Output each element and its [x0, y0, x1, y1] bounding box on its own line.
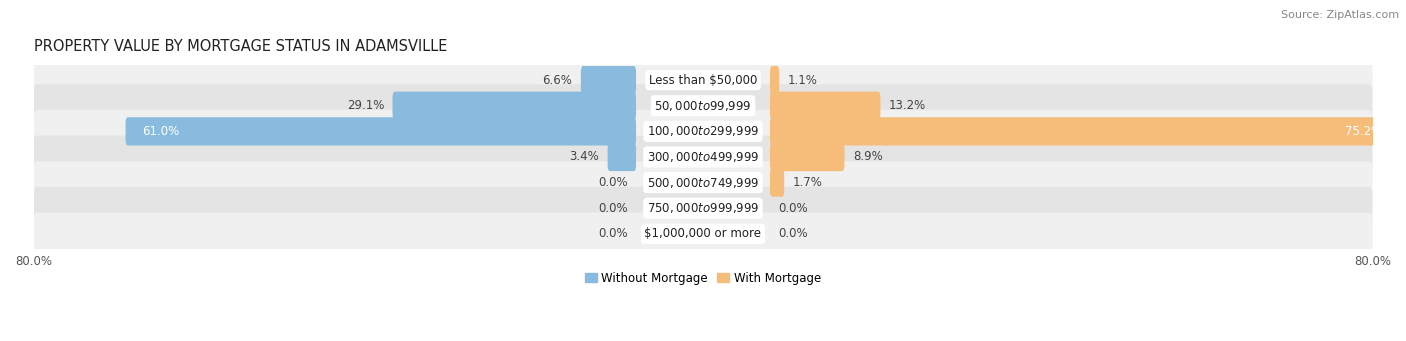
Text: 75.2%: 75.2% — [1346, 125, 1382, 138]
Text: 0.0%: 0.0% — [598, 202, 627, 215]
FancyBboxPatch shape — [581, 66, 636, 94]
Text: 1.1%: 1.1% — [787, 74, 817, 87]
Text: 6.6%: 6.6% — [543, 74, 572, 87]
FancyBboxPatch shape — [125, 117, 636, 146]
FancyBboxPatch shape — [770, 117, 1399, 146]
Text: 3.4%: 3.4% — [569, 150, 599, 163]
Text: Less than $50,000: Less than $50,000 — [648, 74, 758, 87]
FancyBboxPatch shape — [34, 59, 1372, 102]
FancyBboxPatch shape — [34, 212, 1372, 255]
FancyBboxPatch shape — [34, 161, 1372, 204]
Text: 1.7%: 1.7% — [793, 176, 823, 189]
Text: PROPERTY VALUE BY MORTGAGE STATUS IN ADAMSVILLE: PROPERTY VALUE BY MORTGAGE STATUS IN ADA… — [34, 39, 447, 54]
Text: 0.0%: 0.0% — [779, 202, 808, 215]
Text: 0.0%: 0.0% — [779, 227, 808, 240]
Legend: Without Mortgage, With Mortgage: Without Mortgage, With Mortgage — [581, 267, 825, 290]
Text: $50,000 to $99,999: $50,000 to $99,999 — [654, 99, 752, 113]
Text: $500,000 to $749,999: $500,000 to $749,999 — [647, 176, 759, 190]
Text: 13.2%: 13.2% — [889, 99, 927, 112]
FancyBboxPatch shape — [770, 168, 785, 197]
Text: 29.1%: 29.1% — [347, 99, 384, 112]
Text: $1,000,000 or more: $1,000,000 or more — [644, 227, 762, 240]
FancyBboxPatch shape — [770, 143, 845, 171]
Text: 0.0%: 0.0% — [598, 176, 627, 189]
FancyBboxPatch shape — [34, 84, 1372, 127]
Text: $300,000 to $499,999: $300,000 to $499,999 — [647, 150, 759, 164]
Text: 8.9%: 8.9% — [853, 150, 883, 163]
FancyBboxPatch shape — [34, 110, 1372, 153]
Text: 0.0%: 0.0% — [598, 227, 627, 240]
FancyBboxPatch shape — [34, 187, 1372, 229]
Text: Source: ZipAtlas.com: Source: ZipAtlas.com — [1281, 10, 1399, 20]
FancyBboxPatch shape — [34, 136, 1372, 178]
FancyBboxPatch shape — [770, 66, 779, 94]
FancyBboxPatch shape — [607, 143, 636, 171]
FancyBboxPatch shape — [770, 92, 880, 120]
Text: 61.0%: 61.0% — [142, 125, 180, 138]
FancyBboxPatch shape — [392, 92, 636, 120]
Text: $100,000 to $299,999: $100,000 to $299,999 — [647, 124, 759, 138]
Text: $750,000 to $999,999: $750,000 to $999,999 — [647, 201, 759, 215]
